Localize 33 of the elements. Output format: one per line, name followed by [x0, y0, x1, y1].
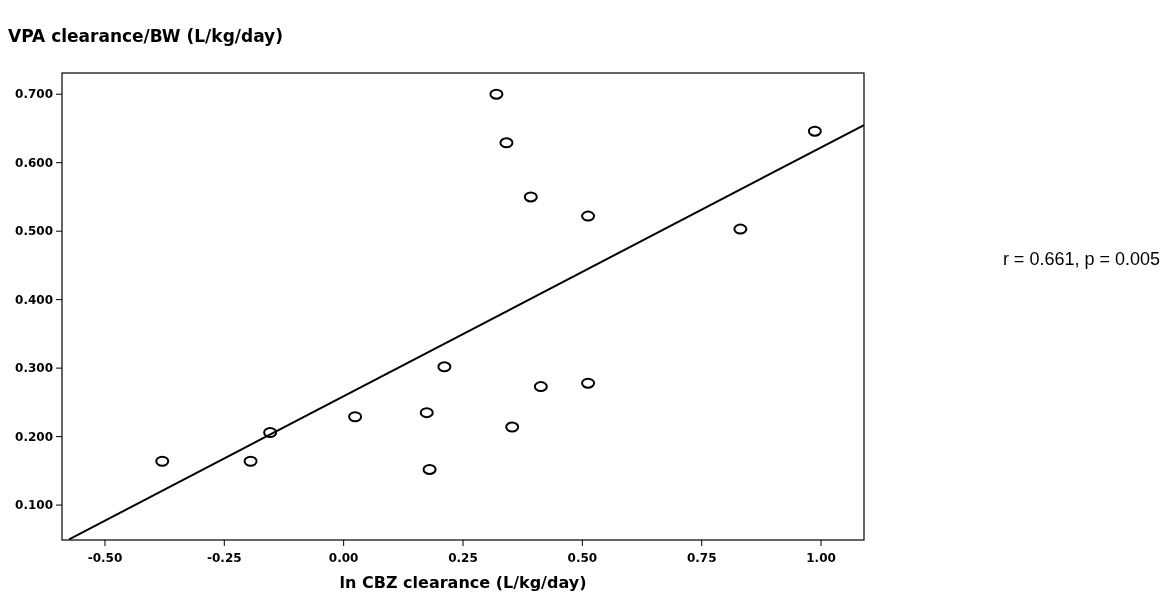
x-tick-label: 0.25: [448, 551, 478, 565]
x-tick-label: 0.75: [686, 551, 717, 565]
y-tick-label: 0.200: [15, 429, 53, 444]
point: [348, 411, 363, 423]
point: [243, 455, 258, 467]
point: [581, 377, 596, 389]
y-tick-label: 0.500: [15, 224, 53, 239]
x-tick-label: -0.50: [87, 551, 123, 565]
point: [807, 125, 822, 137]
point: [499, 137, 514, 149]
y-axis-title: VPA clearance/BW (L/kg/day): [8, 26, 283, 46]
point: [533, 381, 548, 393]
text: r = 0.661, p = 0.005: [1002, 249, 1160, 269]
x-tick-label: -0.25: [207, 551, 242, 565]
y-tick-label: 0.100: [15, 498, 53, 513]
point: [437, 361, 452, 373]
x-tick-label: 0.00: [328, 551, 359, 565]
point: [581, 210, 596, 222]
y-tick-label: 0.600: [15, 155, 53, 170]
point: [733, 223, 748, 235]
point: [523, 191, 538, 203]
x-tick-label: 1.00: [806, 551, 836, 565]
x-tick-label: 0.50: [567, 551, 598, 565]
point: [422, 463, 437, 475]
point: [419, 407, 434, 419]
point: [489, 88, 504, 100]
point: [155, 455, 170, 467]
y-tick-label: 0.400: [15, 292, 53, 307]
y-tick-label: 0.300: [15, 361, 53, 376]
x-axis-title: ln CBZ clearance (L/kg/day): [339, 573, 587, 592]
point: [505, 421, 520, 433]
point: [263, 426, 278, 438]
y-tick-label: 0.700: [15, 87, 53, 102]
